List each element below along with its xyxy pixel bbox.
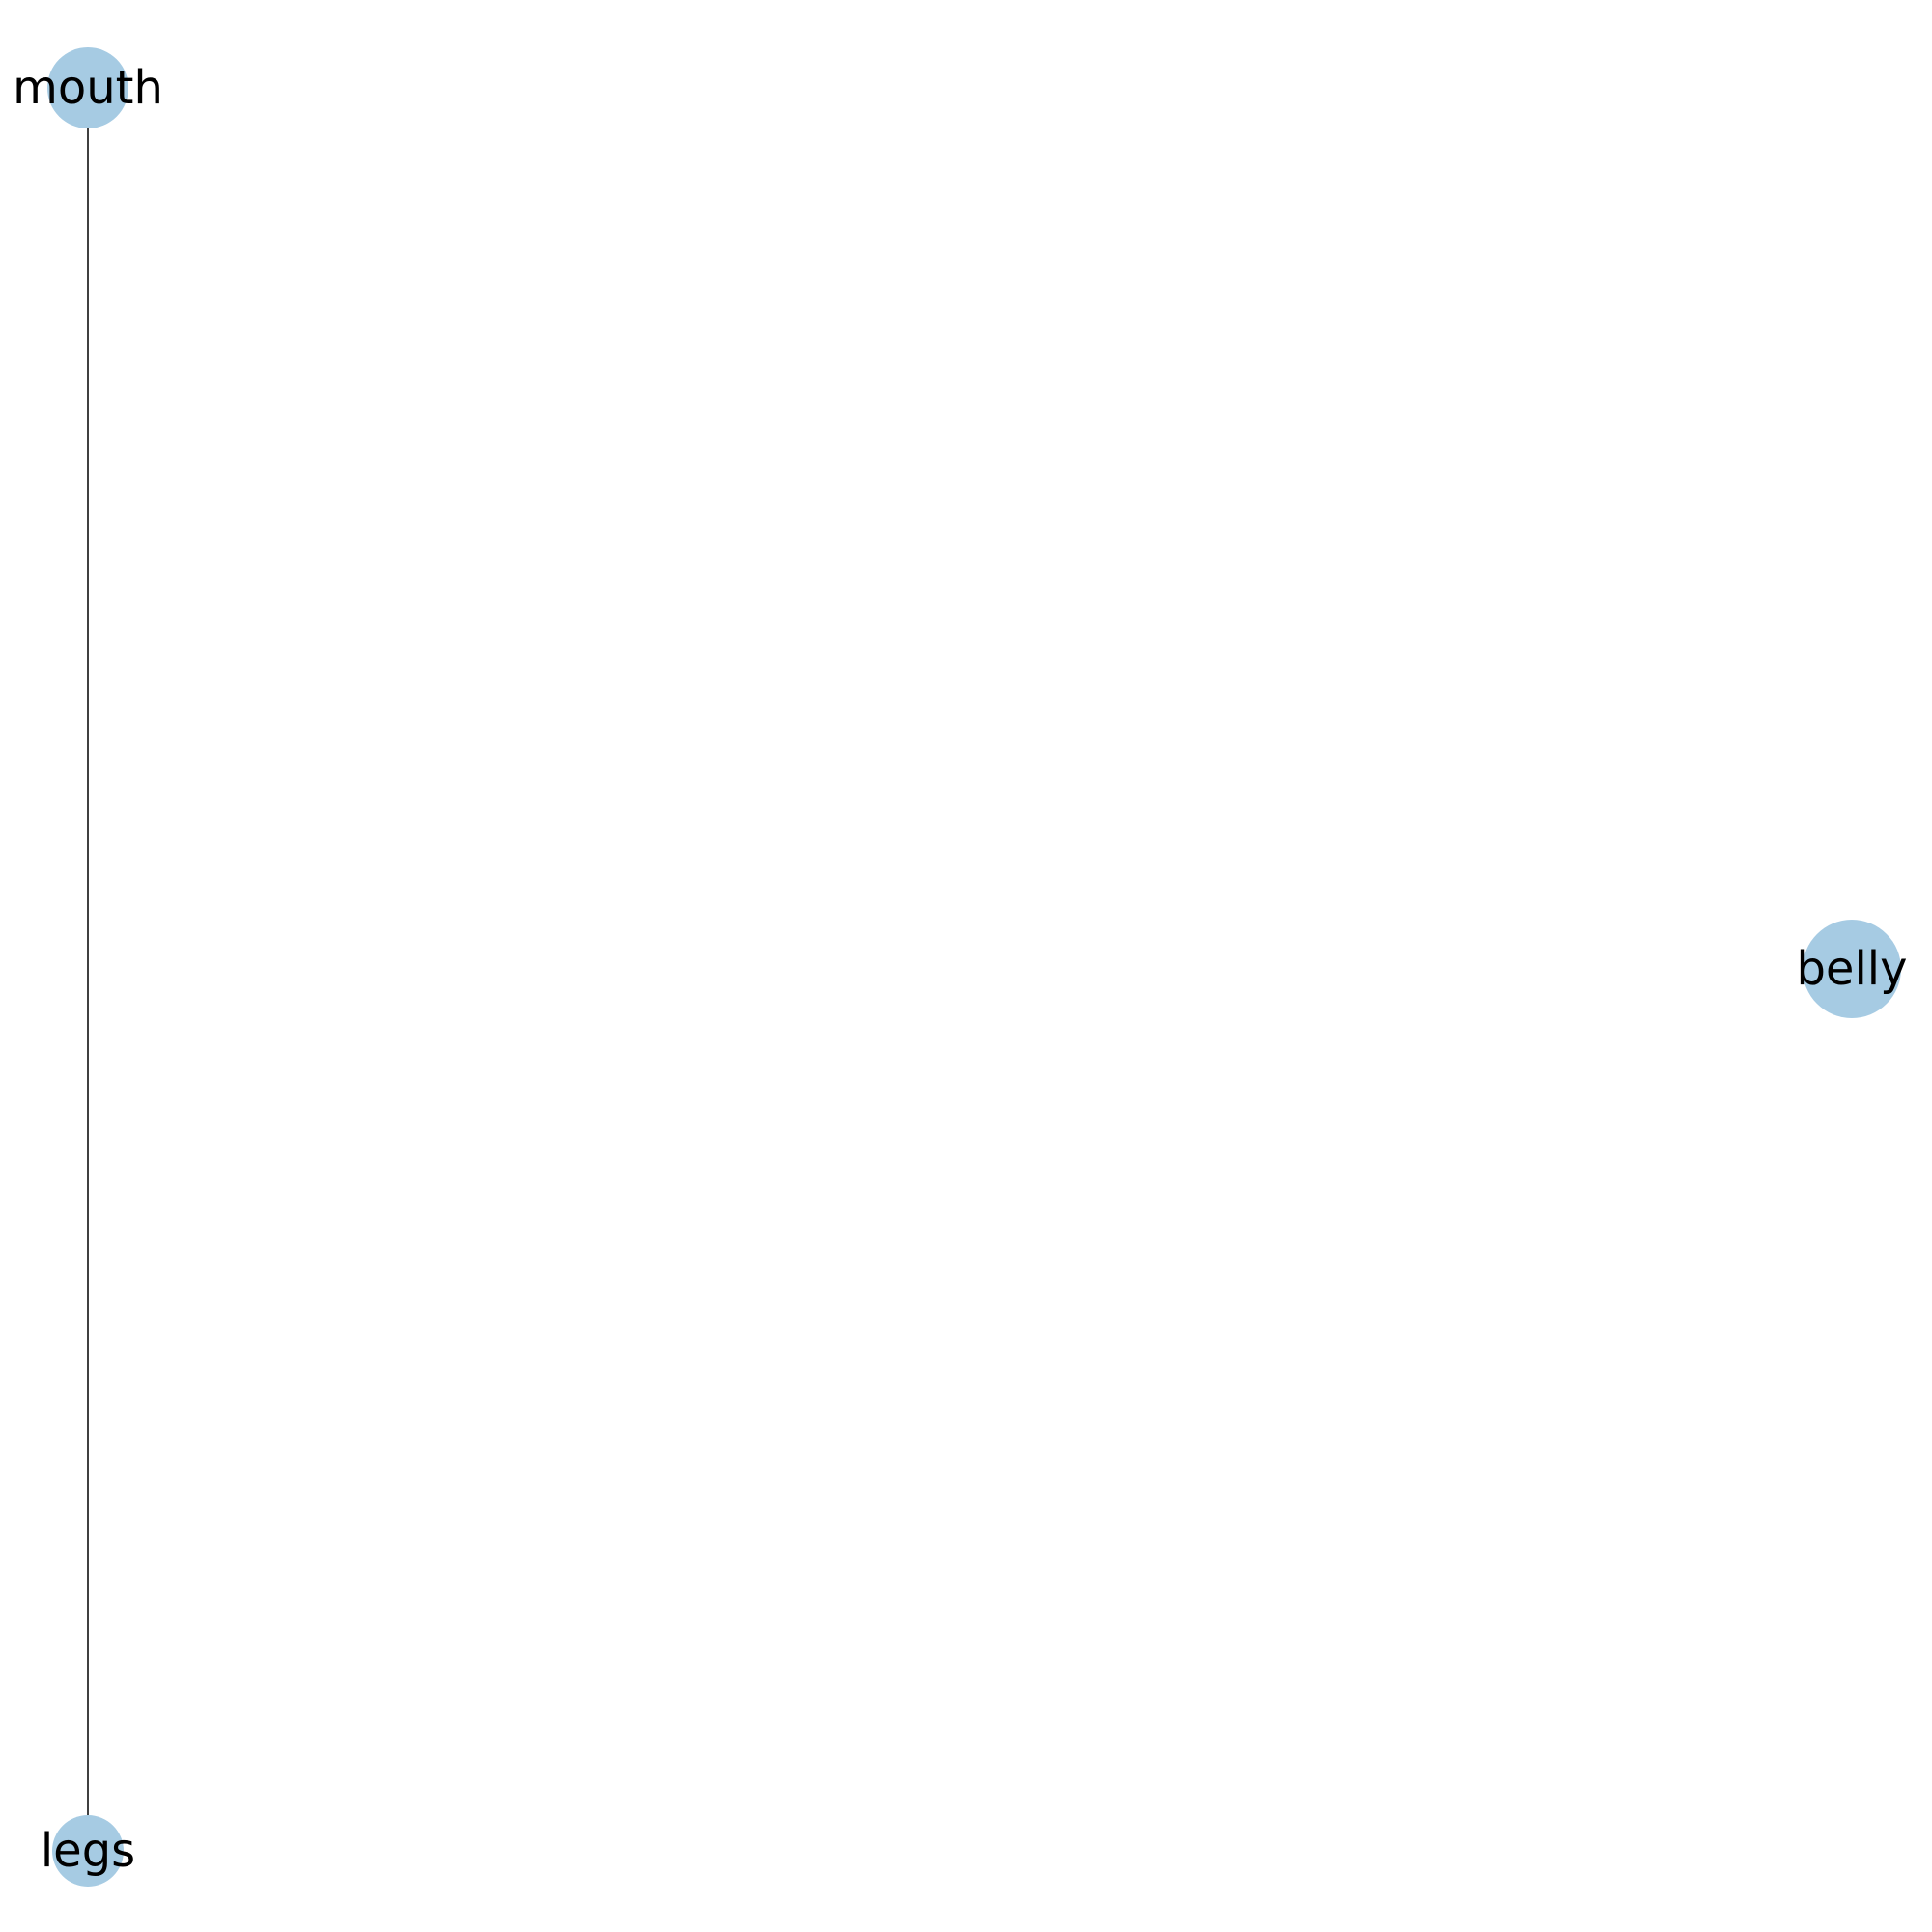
node-legs: legs — [41, 1815, 135, 1887]
node-circle-mouth — [47, 47, 128, 128]
node-mouth: mouth — [13, 47, 163, 128]
node-circle-belly — [1803, 920, 1901, 1018]
node-circle-legs — [52, 1815, 124, 1887]
node-label-mouth: mouth — [13, 61, 163, 115]
node-label-belly: belly — [1796, 942, 1907, 996]
node-belly: belly — [1796, 920, 1908, 1018]
nodes-layer: mouth legs belly — [13, 47, 1908, 1887]
node-label-legs: legs — [41, 1824, 135, 1878]
